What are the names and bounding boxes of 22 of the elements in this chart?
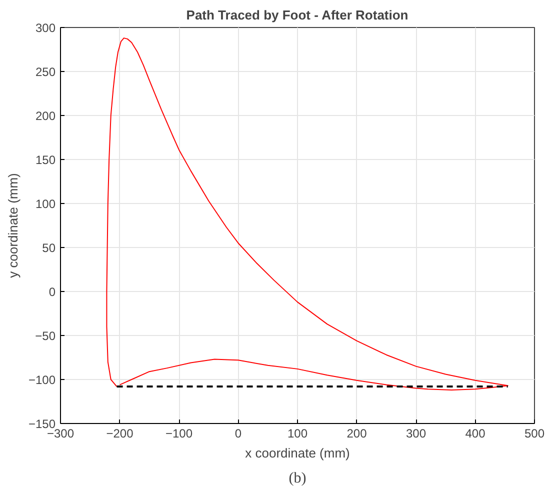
y-tick-label: 100 [35, 197, 56, 211]
y-tick-label: −100 [28, 373, 56, 387]
y-tick-label: −50 [35, 329, 56, 343]
x-tick-label: 100 [287, 426, 308, 440]
x-tick-label: 400 [465, 426, 486, 440]
y-tick-label: 200 [35, 109, 56, 123]
x-tick-label: 0 [234, 426, 242, 440]
y-tick-label: 150 [35, 153, 56, 167]
text: (b) [288, 470, 306, 486]
y-tick-label: 300 [35, 21, 56, 35]
x-tick-label: −100 [165, 426, 193, 440]
x-tick-label: 200 [346, 426, 368, 440]
x-axis-title: x coordinate (mm) [245, 446, 350, 460]
y-axis-title: y coordinate (mm) [5, 173, 20, 278]
chart-title: Path Traced by Foot - After Rotation [186, 8, 408, 22]
x-tick-label: 500 [524, 426, 545, 440]
x-tick-label: 300 [406, 426, 426, 440]
x-tick-label: −200 [106, 426, 134, 440]
line-series [106, 38, 508, 391]
y-tick-label: 0 [48, 285, 56, 299]
y-tick-label: 250 [35, 65, 56, 79]
y-tick-label: 50 [42, 241, 56, 255]
